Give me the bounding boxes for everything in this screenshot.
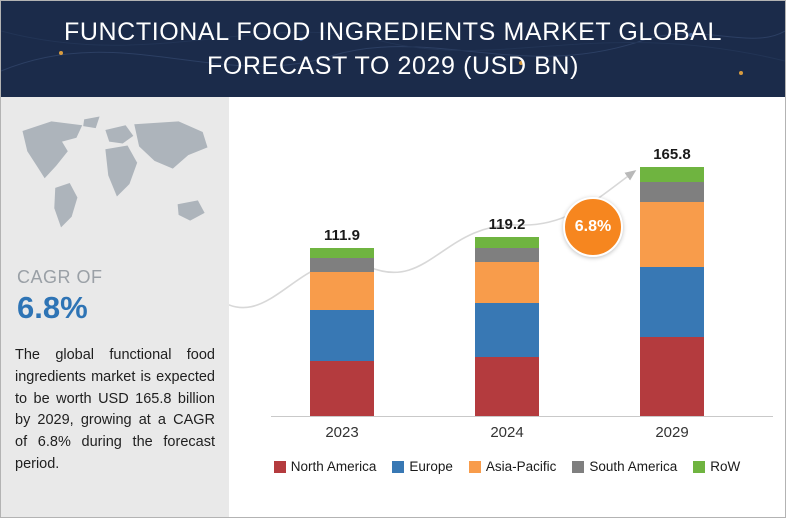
legend-item-row: RoW (693, 459, 740, 474)
legend-swatch-north-america (273, 460, 286, 473)
legend-swatch-asia-pacific (468, 460, 481, 473)
x-axis-line (271, 416, 773, 417)
bar-total-label: 119.2 (488, 216, 526, 234)
bar-plot: 111.9 119.2 165.8 (229, 97, 785, 416)
legend-item-asia-pacific: Asia-Pacific (468, 459, 557, 474)
legend-label: RoW (710, 459, 741, 474)
chart-area: 111.9 119.2 165.8 2023 2024 2029 North Ameri… (229, 97, 785, 517)
title-banner: FUNCTIONAL FOOD INGREDIENTS MARKET GLOBA… (1, 1, 785, 97)
segment-south-america (475, 247, 539, 263)
segment-asia-pacific (640, 202, 704, 267)
cagr-value: 6.8% (17, 290, 88, 325)
legend-swatch-row (693, 460, 706, 473)
world-map-graphic (22, 116, 208, 228)
legend-swatch-south-america (572, 460, 585, 473)
legend-label: Asia-Pacific (485, 459, 557, 474)
segment-row (475, 237, 539, 248)
legend: North America Europe Asia-Pacific South Ame… (229, 459, 785, 474)
segment-row (640, 167, 704, 183)
page-title: FUNCTIONAL FOOD INGREDIENTS MARKET GLOBA… (63, 17, 723, 81)
segment-south-america (640, 182, 704, 203)
bar-column-2029: 165.8 (590, 97, 755, 416)
segment-europe (310, 310, 374, 361)
legend-item-europe: Europe (392, 459, 453, 474)
bar-column-2024: 119.2 (425, 97, 590, 416)
banner-network-decoration (1, 30, 785, 75)
growth-badge: 6.8% (563, 197, 623, 257)
sidebar: CAGR OF 6.8% The global functional food … (1, 97, 229, 517)
bar-stack-2029 (640, 167, 704, 416)
segment-europe (475, 303, 539, 357)
cagr-label: CAGR OF (17, 267, 103, 287)
segment-asia-pacific (475, 262, 539, 304)
x-tick-2024: 2024 (490, 424, 524, 441)
segment-south-america (310, 257, 374, 272)
legend-item-north-america: North America (273, 459, 377, 474)
legend-label: South America (589, 459, 678, 474)
segment-north-america (310, 360, 374, 416)
segment-row (310, 248, 374, 258)
bar-total-label: 165.8 (653, 146, 691, 164)
bar-total-label: 111.9 (324, 227, 360, 245)
bar-stack-2023 (310, 248, 374, 416)
x-tick-2029: 2029 (655, 424, 689, 441)
bar-stack-2024 (475, 237, 539, 416)
segment-north-america (640, 336, 704, 416)
segment-north-america (475, 356, 539, 416)
cagr-block: CAGR OF 6.8% (17, 267, 103, 326)
bar-column-2023: 111.9 (260, 97, 425, 416)
x-axis-labels: 2023 2024 2029 (229, 424, 785, 441)
segment-europe (640, 266, 704, 337)
legend-label: Europe (409, 459, 453, 474)
segment-asia-pacific (310, 271, 374, 311)
market-summary: The global functional food ingredients m… (15, 347, 215, 472)
legend-item-south-america: South America (572, 459, 677, 474)
x-tick-2023: 2023 (325, 424, 359, 441)
legend-swatch-europe (392, 460, 405, 473)
legend-label: North America (290, 459, 377, 474)
